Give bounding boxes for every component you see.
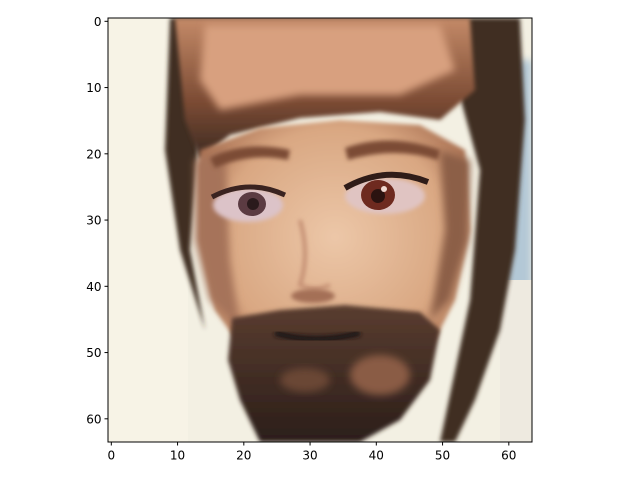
y-tick-label: 20: [86, 147, 101, 161]
image-background-right: [500, 280, 532, 442]
hair-highlight: [200, 25, 455, 110]
y-tick-label: 30: [86, 214, 101, 228]
right-eyebrow: [345, 140, 440, 160]
y-axis-ticks: 0 10 20 30 40 50 60: [86, 15, 108, 426]
y-tick-label: 60: [86, 412, 101, 426]
x-tick-label: 20: [236, 449, 251, 463]
right-eye-highlight: [381, 186, 387, 192]
left-eye-pupil: [247, 198, 259, 210]
chin-skin: [280, 368, 330, 392]
beard-highlight: [350, 355, 410, 395]
face-image: [108, 18, 532, 442]
x-tick-label: 30: [302, 449, 317, 463]
x-tick-label: 40: [369, 449, 384, 463]
beard: [228, 305, 440, 442]
face-left-shadow: [195, 150, 240, 330]
left-eyebrow: [210, 146, 290, 168]
x-axis-ticks: 0 10 20 30 40 50 60: [107, 442, 516, 463]
y-tick-label: 50: [86, 346, 101, 360]
nose: [297, 219, 331, 291]
mouth: [274, 330, 361, 342]
face-right-shadow: [430, 150, 470, 320]
y-tick-label: 0: [94, 15, 102, 29]
x-tick-label: 50: [435, 449, 450, 463]
right-eye-pupil: [371, 189, 385, 203]
left-eye-lid: [210, 184, 287, 200]
axes-frame: [107, 17, 533, 443]
right-eye-lid: [343, 171, 430, 191]
y-tick-label: 10: [86, 81, 101, 95]
x-tick-label: 10: [170, 449, 185, 463]
nose-tip-shadow: [291, 289, 335, 303]
x-tick-label: 60: [501, 449, 516, 463]
x-tick-label: 0: [107, 449, 115, 463]
y-tick-label: 40: [86, 280, 101, 294]
